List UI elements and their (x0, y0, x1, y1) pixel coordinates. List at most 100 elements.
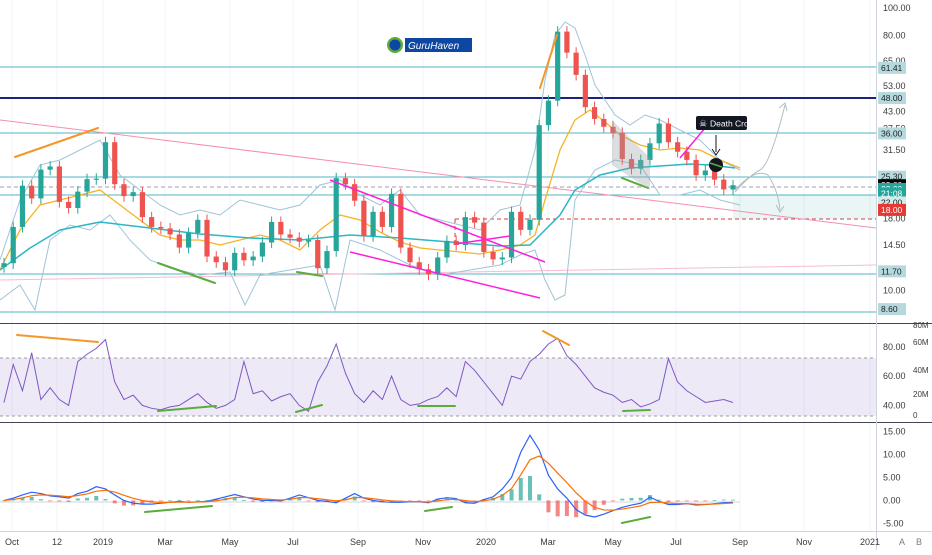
candle-body[interactable] (278, 221, 284, 235)
divergence-green-1[interactable] (157, 262, 216, 284)
candle-body[interactable] (591, 107, 598, 119)
candle-body[interactable] (29, 185, 35, 199)
candle-body[interactable] (721, 179, 727, 190)
divergence-green-3[interactable] (621, 177, 649, 189)
macd-axis[interactable]: 15.00 10.00 5.00 0.00 -5.00 (883, 427, 906, 529)
candle-body[interactable] (305, 240, 312, 242)
candle-body[interactable] (130, 192, 136, 197)
pink-diagonal-upper[interactable] (0, 119, 877, 229)
price-candles[interactable] (1, 26, 736, 281)
candle-body[interactable] (628, 159, 635, 169)
divergence-orange-1[interactable] (14, 127, 99, 158)
candle-body[interactable] (564, 31, 570, 53)
candle-body[interactable] (149, 217, 155, 227)
candle-body[interactable] (555, 31, 561, 101)
candle-body[interactable] (185, 232, 192, 248)
candle-body[interactable] (84, 179, 90, 192)
candle-body[interactable] (269, 221, 275, 243)
candle-body[interactable] (388, 193, 395, 227)
candle-body[interactable] (121, 184, 127, 197)
candle-body[interactable] (638, 159, 644, 169)
candle-body[interactable] (656, 123, 662, 144)
candle-body[interactable] (158, 226, 164, 229)
candle-body[interactable] (93, 178, 99, 180)
rsi-divergence-green-1[interactable] (157, 405, 217, 412)
candle-body[interactable] (47, 166, 53, 170)
target-zone[interactable] (733, 195, 876, 219)
candle-body[interactable] (536, 125, 542, 220)
divergence-green-2[interactable] (296, 271, 323, 277)
rsi-axis[interactable]: 80.00 60.00 40.00 (883, 342, 906, 410)
candle-body[interactable] (352, 184, 358, 201)
candle-body[interactable] (324, 251, 330, 269)
candle-body[interactable] (499, 257, 505, 260)
candle-body[interactable] (398, 193, 404, 248)
forecast-up-path[interactable] (734, 104, 786, 193)
candle-body[interactable] (573, 52, 579, 75)
candle-body[interactable] (508, 211, 515, 258)
candle-body[interactable] (481, 222, 487, 252)
candle-body[interactable] (222, 262, 229, 271)
candle-body[interactable] (259, 242, 265, 257)
candle-body[interactable] (684, 151, 690, 160)
candle-body[interactable] (75, 191, 81, 209)
price-badge[interactable] (878, 303, 906, 316)
candle-body[interactable] (250, 256, 256, 261)
price-badge[interactable] (878, 61, 906, 74)
candle-body[interactable] (582, 74, 588, 108)
macd-signal-line[interactable] (3, 455, 734, 511)
candle-body[interactable] (711, 170, 718, 180)
candle-body[interactable] (315, 240, 321, 269)
auto-scale-button[interactable]: A (899, 537, 905, 547)
divergence-orange-2[interactable] (539, 34, 558, 89)
candle-body[interactable] (490, 251, 496, 260)
candle-body[interactable] (407, 247, 413, 263)
macd-divergence-3[interactable] (621, 516, 651, 524)
forecast-down-path[interactable] (734, 172, 781, 211)
candle-body[interactable] (139, 192, 146, 218)
channel-upper[interactable] (329, 179, 546, 263)
candle-body[interactable] (38, 169, 44, 199)
candle-body[interactable] (102, 142, 109, 179)
candle-body[interactable] (702, 170, 708, 176)
breakout-line[interactable] (454, 235, 511, 245)
macd-divergence-2[interactable] (424, 506, 453, 512)
candle-body[interactable] (693, 159, 699, 176)
candle-body[interactable] (112, 142, 118, 185)
candle-body[interactable] (333, 178, 339, 252)
candle-body[interactable] (1, 263, 7, 267)
log-scale-button[interactable]: B (916, 537, 922, 547)
candle-body[interactable] (518, 211, 524, 230)
price-badge[interactable] (878, 92, 906, 105)
candle-body[interactable] (204, 219, 210, 257)
candle-body[interactable] (425, 269, 432, 275)
candle-body[interactable] (287, 234, 293, 238)
candle-body[interactable] (241, 252, 247, 261)
candle-body[interactable] (195, 219, 201, 233)
candle-body[interactable] (361, 200, 367, 237)
candle-body[interactable] (65, 201, 72, 209)
candle-body[interactable] (647, 143, 653, 160)
rsi-divergence-green-4[interactable] (622, 409, 651, 412)
price-badge[interactable] (878, 265, 906, 278)
candle-body[interactable] (296, 237, 302, 242)
candle-body[interactable] (610, 126, 616, 133)
macd-line[interactable] (3, 434, 734, 518)
macd-divergence-1[interactable] (144, 505, 213, 513)
time-axis[interactable]: Oct 12 2019 Mar May Jul Sep Nov 2020 Mar May Jul Sep… (5, 537, 880, 547)
candle-body[interactable] (665, 123, 672, 143)
candle-body[interactable] (444, 240, 450, 258)
candle-body[interactable] (176, 234, 182, 248)
candle-body[interactable] (213, 256, 219, 263)
candle-body[interactable] (619, 132, 625, 160)
candle-body[interactable] (453, 240, 459, 246)
candle-body[interactable] (232, 252, 238, 271)
candle-body[interactable] (416, 262, 422, 270)
rsi-divergence-green-2[interactable] (295, 404, 323, 413)
candle-body[interactable] (601, 118, 607, 127)
rsi-line[interactable] (3, 337, 734, 413)
candle-body[interactable] (370, 211, 376, 237)
candle-body[interactable] (10, 226, 16, 264)
candle-body[interactable] (730, 185, 736, 190)
candle-body[interactable] (342, 178, 349, 185)
